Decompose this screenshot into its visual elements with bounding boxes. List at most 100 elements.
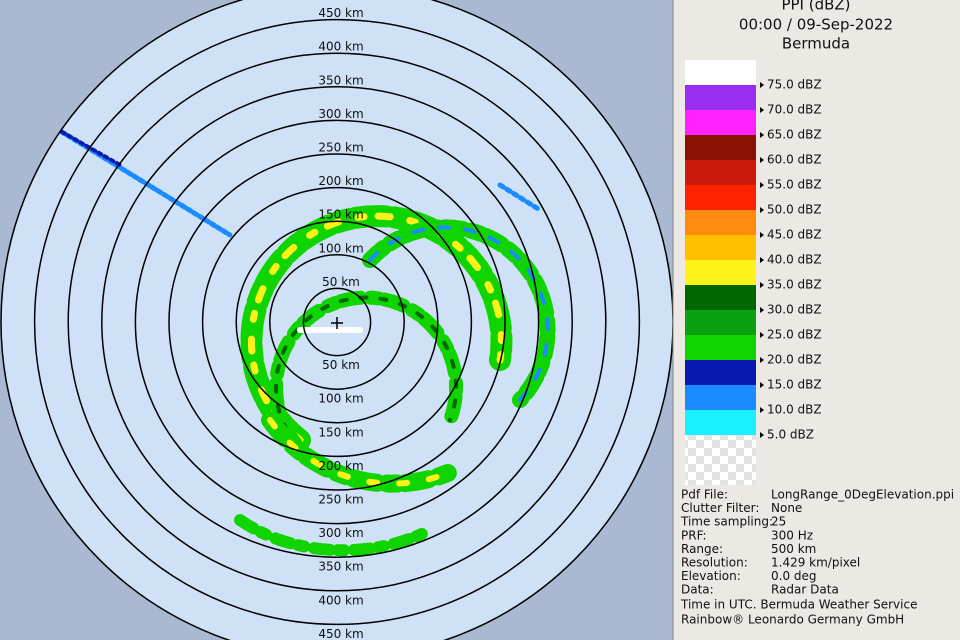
legend-marker <box>760 132 764 138</box>
legend-label: 25.0 dBZ <box>767 328 822 342</box>
range-ring <box>0 0 673 640</box>
legend-marker <box>760 357 764 363</box>
title-line: PPI (dBZ) <box>781 0 850 14</box>
legend-marker <box>760 382 764 388</box>
legend-label: 70.0 dBZ <box>767 103 822 117</box>
info-key: Time sampling: <box>680 515 773 529</box>
range-ring <box>101 86 573 558</box>
legend-swatch <box>685 210 756 235</box>
range-ring <box>168 153 506 491</box>
legend-marker <box>760 82 764 88</box>
legend-marker <box>760 232 764 238</box>
info-value: 500 km <box>771 542 816 556</box>
info-value: 0.0 deg <box>771 569 817 583</box>
legend-swatch <box>685 60 756 85</box>
legend-swatch <box>685 260 756 285</box>
legend-marker <box>760 107 764 113</box>
footer-line: Time in UTC. Bermuda Weather Service <box>680 598 917 612</box>
info-value: Radar Data <box>771 583 839 597</box>
ring-label: 200 km <box>318 459 363 473</box>
legend-marker <box>760 157 764 163</box>
range-rings: 50 km 50 km 100 km 100 km 150 km 150 km 200 km… <box>0 0 673 640</box>
info-key: Data: <box>681 583 714 597</box>
legend-marker <box>760 257 764 263</box>
legend-marker <box>760 207 764 213</box>
legend-label: 40.0 dBZ <box>767 253 822 267</box>
legend-marker <box>760 432 764 438</box>
legend-label: 55.0 dBZ <box>767 178 822 192</box>
legend-label: 5.0 dBZ <box>767 428 814 442</box>
ring-label: 200 km <box>318 174 363 188</box>
range-ring <box>33 18 641 626</box>
legend-swatch <box>685 285 756 310</box>
title-line: Bermuda <box>782 35 850 53</box>
legend-marker <box>760 407 764 413</box>
info-value: 25 <box>771 515 786 529</box>
ring-label: 50 km <box>322 358 360 372</box>
legend-label: 45.0 dBZ <box>767 228 822 242</box>
legend-label: 30.0 dBZ <box>767 303 822 317</box>
range-ring <box>201 186 473 458</box>
ring-label: 100 km <box>318 241 363 255</box>
legend-label: 75.0 dBZ <box>767 78 822 92</box>
ring-label: 450 km <box>318 6 363 20</box>
footer-line: Rainbow® Leonardo Germany GmbH <box>681 613 904 627</box>
range-ring <box>67 52 607 592</box>
legend-marker <box>760 307 764 313</box>
ring-label: 350 km <box>318 560 363 574</box>
ring-label: 250 km <box>318 493 363 507</box>
info-key: PRF: <box>681 528 707 542</box>
range-ring <box>302 287 372 357</box>
legend-swatch <box>685 360 756 385</box>
ring-label: 350 km <box>318 73 363 87</box>
ring-label: 400 km <box>318 40 363 54</box>
legend-marker <box>760 282 764 288</box>
info-value: LongRange_0DegElevation.ppi <box>771 488 954 502</box>
ring-label: 100 km <box>318 392 363 406</box>
ring-label: 300 km <box>318 526 363 540</box>
legend-label: 65.0 dBZ <box>767 128 822 142</box>
legend-label: 35.0 dBZ <box>767 278 822 292</box>
info-value: 1.429 km/pixel <box>771 556 860 570</box>
info-key: Pdf File: <box>681 488 728 502</box>
radar-panel: 50 km 50 km 100 km 100 km 150 km 150 km 200 km… <box>0 0 673 640</box>
legend-swatch <box>685 335 756 360</box>
info-value: None <box>771 501 802 515</box>
range-ring <box>134 119 540 525</box>
legend-label: 10.0 dBZ <box>767 403 822 417</box>
legend-swatch <box>685 160 756 185</box>
legend-label: 60.0 dBZ <box>767 153 822 167</box>
range-ring <box>269 254 405 390</box>
legend-label: 50.0 dBZ <box>767 203 822 217</box>
info-value: 300 Hz <box>771 528 813 542</box>
legend-swatch <box>685 385 756 410</box>
legend-swatch <box>685 310 756 335</box>
info-key: Clutter Filter: <box>681 501 759 515</box>
ring-label: 150 km <box>318 208 363 222</box>
info-key: Range: <box>681 542 723 556</box>
legend-label: 20.0 dBZ <box>767 353 822 367</box>
legend-swatch <box>685 235 756 260</box>
legend-marker <box>760 332 764 338</box>
info-key: Resolution: <box>681 556 748 570</box>
ring-label: 150 km <box>318 425 363 439</box>
ring-label: 450 km <box>318 627 363 640</box>
ring-label: 300 km <box>318 107 363 121</box>
legend-swatch <box>685 410 756 435</box>
legend-marker <box>760 182 764 188</box>
ring-label: 400 km <box>318 593 363 607</box>
ring-label: 50 km <box>322 275 360 289</box>
info-key: Elevation: <box>681 569 741 583</box>
range-ring <box>235 220 439 424</box>
title-line: 00:00 / 09-Sep-2022 <box>739 16 893 34</box>
ring-label: 250 km <box>318 141 363 155</box>
no-data-swatch <box>685 435 756 485</box>
legend-label: 15.0 dBZ <box>767 378 822 392</box>
legend-swatch <box>685 135 756 160</box>
legend-swatch <box>685 185 756 210</box>
side-panel: PPI (dBZ) 00:00 / 09-Sep-2022 Bermuda Ti… <box>680 0 954 627</box>
radar-site <box>331 317 343 329</box>
legend-swatch <box>685 85 756 110</box>
legend-swatch <box>685 110 756 135</box>
